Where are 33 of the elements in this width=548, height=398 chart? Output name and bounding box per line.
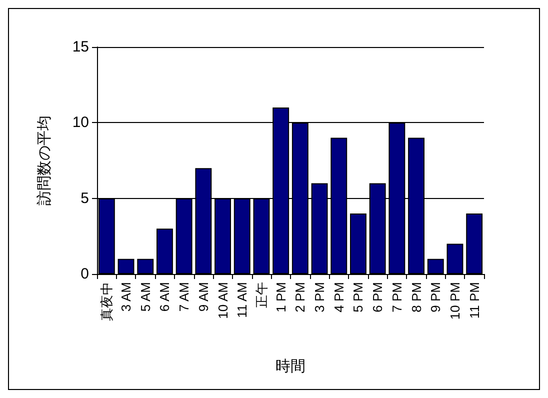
x-tick-label: 6 PM xyxy=(370,282,386,312)
x-tick-label: 10 PM xyxy=(447,282,462,320)
bar xyxy=(156,228,173,274)
y-tick-label: 5 xyxy=(80,190,89,207)
y-tick-label: 0 xyxy=(80,266,89,282)
x-axis-title: 時間 xyxy=(276,358,306,375)
y-tick-label: 10 xyxy=(72,114,89,132)
x-tick-label: 正午 xyxy=(254,282,269,308)
x-tick-label: 3 PM xyxy=(312,282,328,312)
x-tick-label: 4 PM xyxy=(331,282,346,312)
y-tick-label: 15 xyxy=(72,38,89,56)
x-tick-label: 1 PM xyxy=(273,282,288,312)
x-tick-label: 11 AM xyxy=(234,282,250,318)
x-tick-label: 10 AM xyxy=(215,282,230,319)
y-axis-title: 訪問数の平均 xyxy=(36,116,53,206)
bar xyxy=(466,213,483,274)
bar xyxy=(118,258,134,274)
bar xyxy=(446,244,464,274)
x-tick-label: 9 AM xyxy=(196,282,211,312)
x-tick-label: 9 PM xyxy=(428,282,444,312)
x-tick-label: 2 PM xyxy=(292,282,308,312)
x-tick-label: 7 PM xyxy=(389,282,404,312)
x-tick-label: 7 AM xyxy=(176,282,192,312)
x-tick-label: 6 AM xyxy=(157,282,172,312)
bar xyxy=(350,213,366,274)
x-tick-label: 11 PM xyxy=(466,282,482,319)
x-tick-label: 3 AM xyxy=(118,282,134,312)
bar xyxy=(427,258,444,274)
bar xyxy=(137,258,154,274)
x-tick-label: 5 PM xyxy=(350,282,366,312)
x-tick-label: 5 AM xyxy=(138,282,153,312)
x-tick-label: 8 PM xyxy=(408,282,424,312)
x-tick-label: 真夜中 xyxy=(99,282,114,321)
